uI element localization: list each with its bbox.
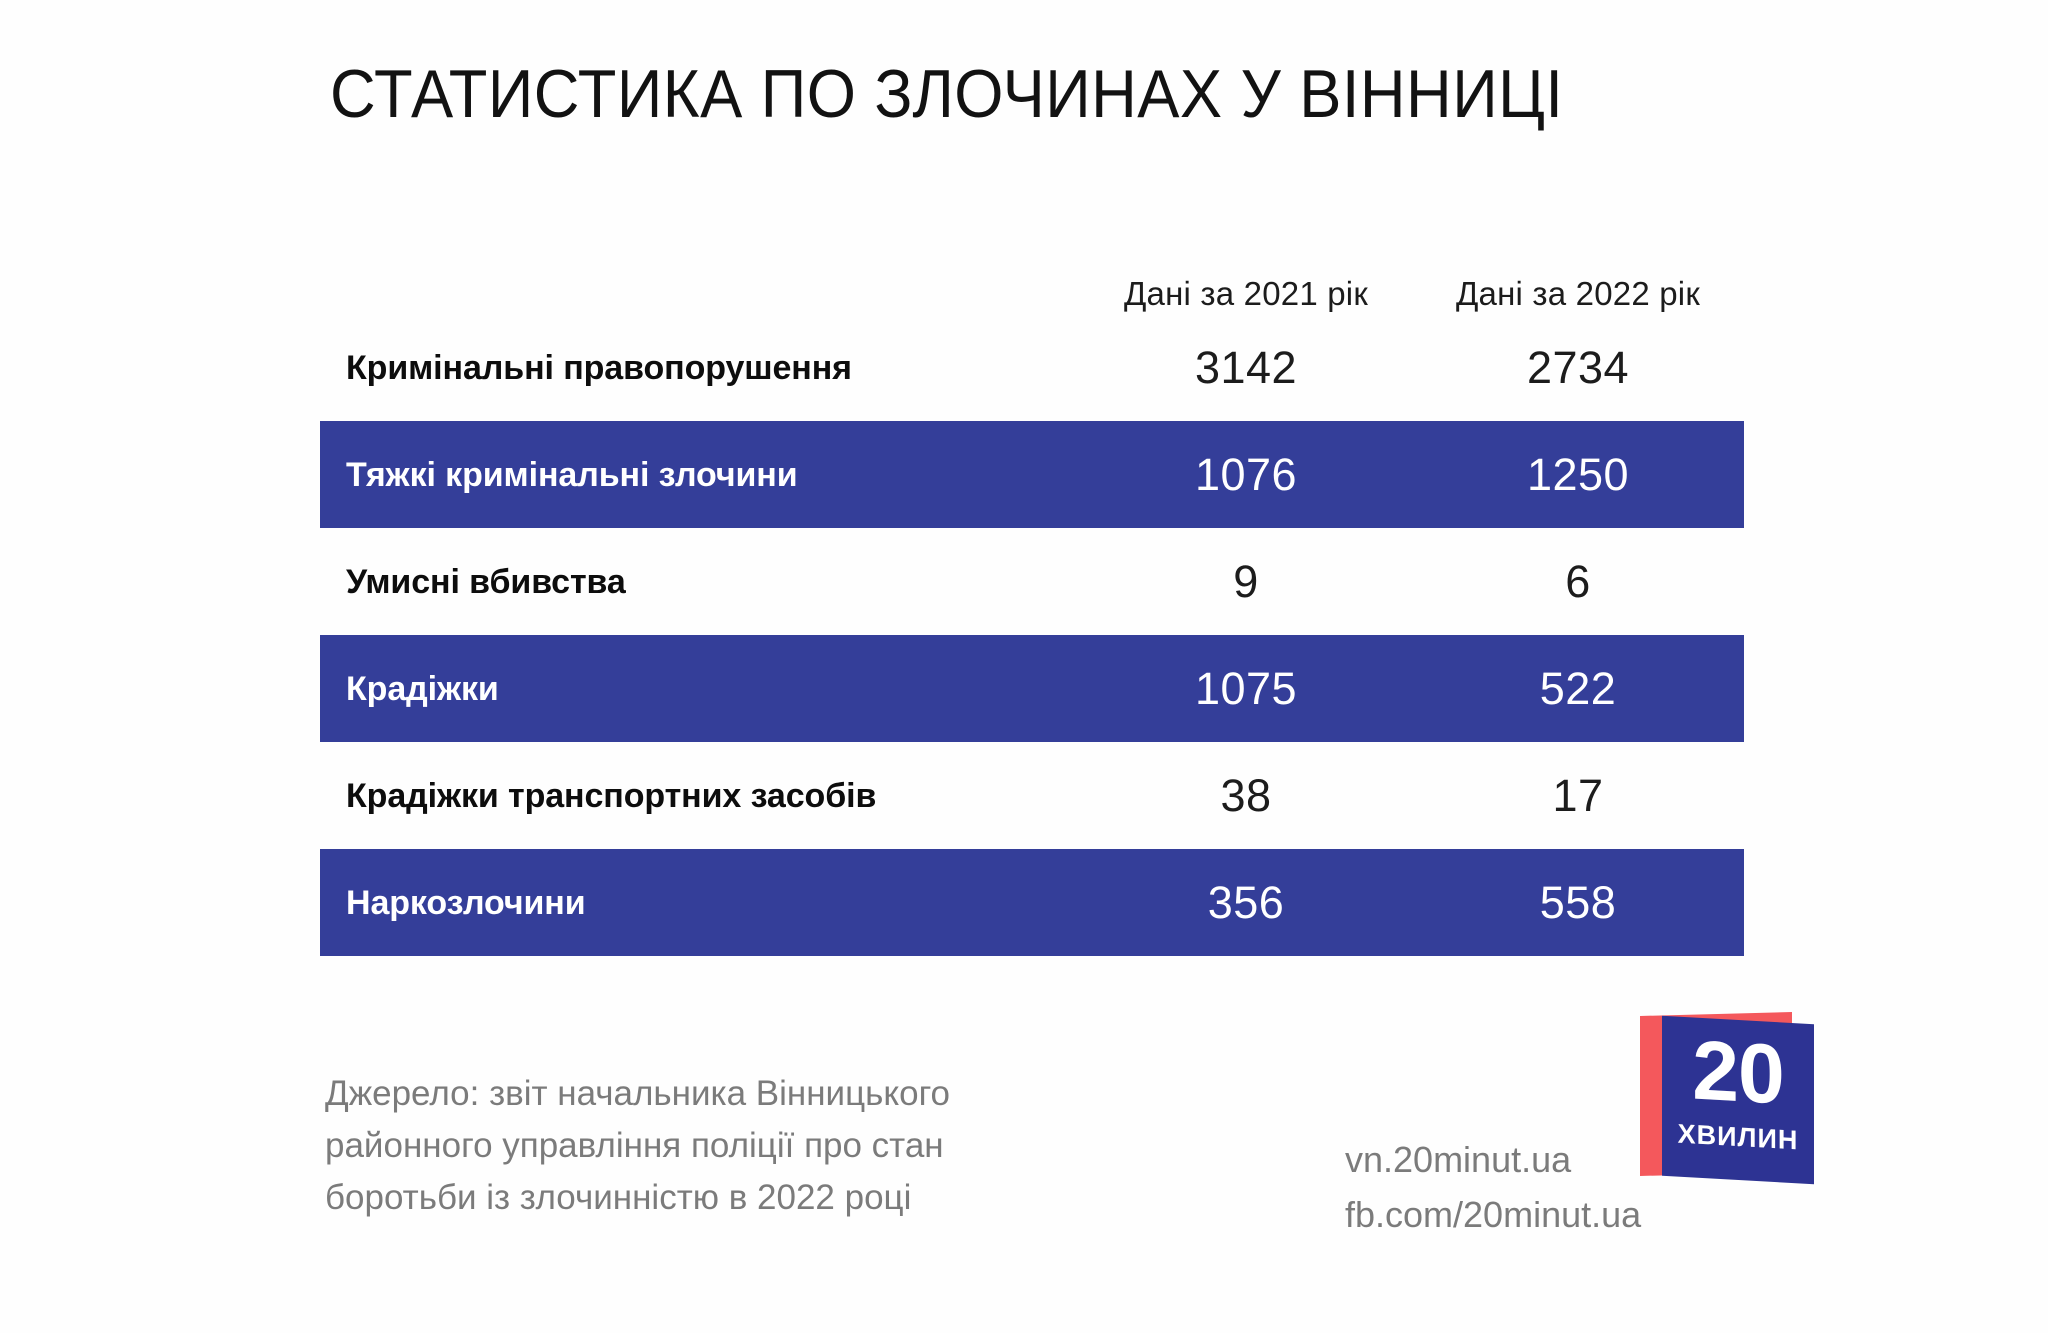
page-title: СТАТИСТИКА ПО ЗЛОЧИНАХ У ВІННИЦІ: [330, 56, 1564, 132]
table-header-2021: Дані за 2021 рік: [1124, 275, 1368, 312]
row-value-2021: 38: [1220, 769, 1272, 821]
row-value-2022: 6: [1565, 555, 1591, 607]
logo-number: 20: [1692, 1022, 1784, 1122]
link-website[interactable]: vn.20minut.ua: [1345, 1139, 1572, 1180]
source-line-1: Джерело: звіт начальника Вінницького: [325, 1074, 951, 1113]
row-label: Крадіжки транспортних засобів: [346, 776, 877, 815]
table-row: Тяжкі кримінальні злочини 1076 1250: [320, 421, 1744, 528]
source-line-2: районного управління поліції про стан: [325, 1126, 944, 1165]
table-row: Кримінальні правопорушення 3142 2734: [320, 314, 1744, 421]
row-value-2021: 3142: [1194, 341, 1298, 393]
row-value-2021: 1075: [1194, 662, 1298, 714]
table-header-2022: Дані за 2022 рік: [1456, 275, 1700, 312]
row-label: Крадіжки: [346, 669, 499, 708]
row-label: Наркозлочини: [346, 883, 586, 922]
link-facebook[interactable]: fb.com/20minut.ua: [1345, 1194, 1642, 1235]
source-line-3: боротьби із злочинністю в 2022 році: [325, 1178, 912, 1217]
statistics-table: Дані за 2021 рік Дані за 2022 рік Кримін…: [320, 242, 1744, 956]
row-value-2022: 1250: [1526, 448, 1630, 500]
row-value-2021: 9: [1233, 555, 1259, 607]
brand-logo-20-hvylyn: 20 ХВИЛИН: [1640, 1012, 1830, 1185]
row-label: Тяжкі кримінальні злочини: [346, 455, 798, 494]
row-value-2022: 558: [1539, 876, 1617, 928]
row-value-2022: 2734: [1526, 341, 1630, 393]
row-value-2022: 522: [1539, 662, 1617, 714]
row-label: Кримінальні правопорушення: [346, 348, 852, 387]
table-row: Крадіжки транспортних засобів 38 17: [320, 742, 1744, 849]
table-row: Наркозлочини 356 558: [320, 849, 1744, 956]
row-value-2021: 1076: [1194, 448, 1298, 500]
table-header-row: Дані за 2021 рік Дані за 2022 рік: [320, 242, 1744, 314]
source-note: Джерело: звіт начальника Вінницького рай…: [325, 1068, 1225, 1224]
row-value-2021: 356: [1207, 876, 1285, 928]
contact-links: vn.20minut.ua fb.com/20minut.ua: [1345, 1132, 1641, 1242]
row-value-2022: 17: [1552, 769, 1604, 821]
table-row: Умисні вбивства 9 6: [320, 528, 1744, 635]
row-label: Умисні вбивства: [346, 562, 626, 601]
table-row: Крадіжки 1075 522: [320, 635, 1744, 742]
